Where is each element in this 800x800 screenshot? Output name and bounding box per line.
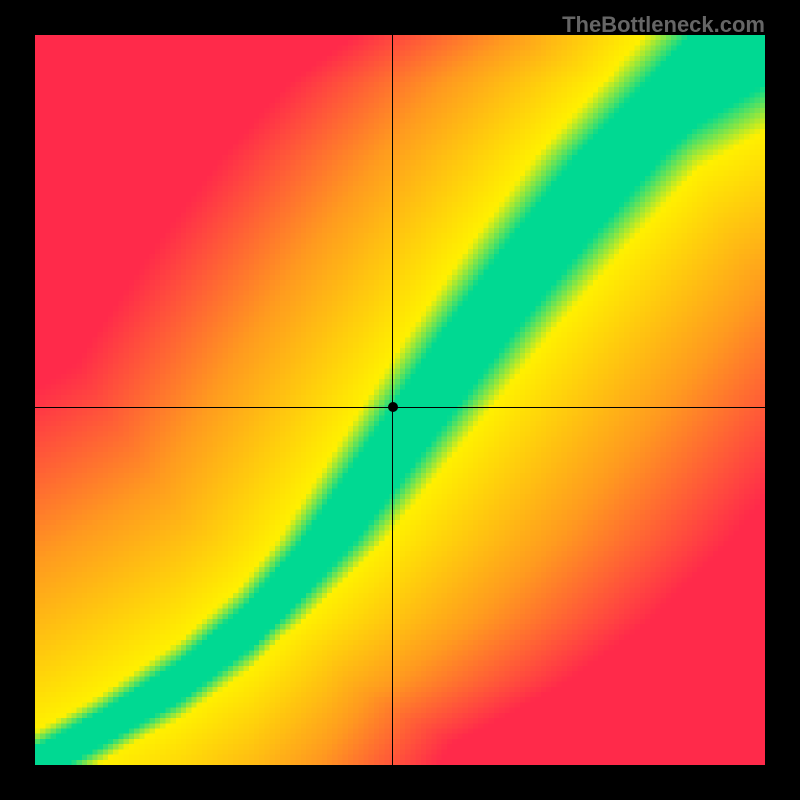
bottleneck-heatmap [35, 35, 765, 765]
crosshair-vertical [392, 35, 393, 765]
watermark-text: TheBottleneck.com [562, 12, 765, 38]
data-point-marker [388, 402, 398, 412]
crosshair-horizontal [35, 407, 765, 408]
